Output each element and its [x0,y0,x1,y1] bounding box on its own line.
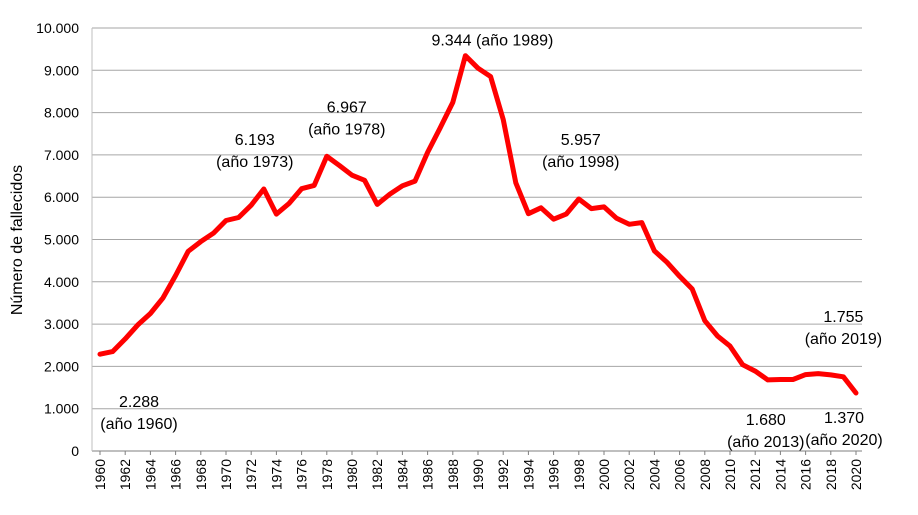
annotation-value: 9.344 (año 1989) [431,33,553,50]
x-tick-label: 2010 [722,459,738,490]
annotation-value: 2.288 [119,394,159,411]
series-line [97,53,859,396]
y-tick-label: 8.000 [44,105,79,121]
y-tick-label: 0 [71,443,79,459]
x-tick-label: 2008 [697,459,713,490]
x-axis-tick-labels: 1960 1962 1964 1966 1968 1970 1972 1974 1976 1978… [92,459,864,490]
y-tick-label: 1.000 [44,401,79,417]
x-tick-label: 1990 [470,459,486,490]
y-tick-label: 7.000 [44,147,79,163]
data-annotations: 2.288 (año 1960) 6.193 (año 1973) 6.967 (año … [100,33,882,451]
x-tick-label: 1966 [168,459,184,490]
annotation-value: 1.680 [746,412,786,429]
x-tick-label: 1992 [495,459,511,490]
x-tick-label: 1988 [445,459,461,490]
x-tick-label: 1978 [319,459,335,490]
x-tick-label: 1962 [117,459,133,490]
x-tick-label: 1986 [420,459,436,490]
x-tick-label: 1974 [268,459,284,490]
x-tick-label: 2004 [646,459,662,490]
x-tick-label: 2002 [621,459,637,490]
x-tick-label: 2016 [798,459,814,490]
x-tick-label: 2020 [848,459,864,490]
annotation-year: (año 2013) [727,434,804,451]
x-tick-label: 1994 [520,459,536,490]
annotation-year: (año 2019) [805,331,882,348]
annotation-value: 6.193 [235,132,275,149]
x-tick-label: 1984 [394,459,410,490]
x-tick-label: 1968 [193,459,209,490]
y-tick-label: 5.000 [44,232,79,248]
y-tick-label: 3.000 [44,316,79,332]
x-tick-label: 1976 [294,459,310,490]
y-tick-label: 9.000 [44,62,79,78]
x-tick-label: 2012 [747,459,763,490]
annotation-value: 6.967 [327,99,367,116]
x-tick-label: 2000 [596,459,612,490]
x-tick-label: 1964 [142,459,158,490]
gridlines [92,27,862,410]
y-tick-label: 10.000 [36,20,79,36]
x-axis [91,28,862,455]
annotation-value: 1.370 [824,410,864,427]
x-tick-label: 1996 [546,459,562,490]
y-axis-tick-labels: 0 1.000 2.000 3.000 4.000 5.000 6.000 7.000 8.00… [36,20,79,459]
annotation-value: 5.957 [561,132,601,149]
x-tick-label: 2006 [672,459,688,490]
annotation-year: (año 1998) [542,154,619,171]
x-tick-label: 2018 [823,459,839,490]
annotation-year: (año 1960) [100,416,177,433]
annotation-year: (año 1973) [216,154,293,171]
y-tick-label: 6.000 [44,189,79,205]
x-tick-label: 1970 [218,459,234,490]
x-tick-label: 1982 [369,459,385,490]
x-tick-label: 1980 [344,459,360,490]
y-tick-label: 4.000 [44,274,79,290]
x-tick-label: 1972 [243,459,259,490]
annotation-year: (año 2020) [805,432,882,449]
x-tick-label: 1960 [92,459,108,490]
x-tick-label: 2014 [772,459,788,490]
x-tick-label: 1998 [571,459,587,490]
y-axis-label: Número de fallecidos [9,165,26,315]
series-line-group [97,53,859,396]
y-tick-label: 2.000 [44,358,79,374]
annotation-value: 1.755 [823,309,863,326]
annotation-year: (año 1978) [308,121,385,138]
